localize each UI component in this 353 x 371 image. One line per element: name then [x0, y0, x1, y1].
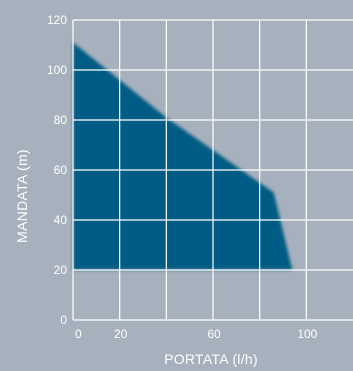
x-tick-label-0: 0: [75, 327, 82, 341]
y-tick-label-40: 40: [54, 213, 68, 227]
x-tick-label-100: 100: [297, 327, 317, 341]
y-tick-label-0: 0: [60, 313, 67, 327]
grid-layer: [72, 19, 353, 321]
y-tick-label-60: 60: [54, 163, 68, 177]
y-tick-label-100: 100: [47, 63, 67, 77]
y-tick-label-20: 20: [54, 263, 68, 277]
y-tick-label-120: 120: [47, 13, 67, 27]
x-tick-label-60: 60: [207, 327, 221, 341]
area-series-0: [73, 42, 293, 270]
y-tick-label-80: 80: [54, 113, 68, 127]
y-axis-label: MANDATA (m): [14, 149, 30, 243]
tick-layer: 0 20 40 60 80 100 120 0 20 60 100: [47, 13, 318, 341]
x-tick-label-20: 20: [114, 327, 128, 341]
area-layer: [73, 42, 293, 270]
x-axis-label: PORTATA (l/h): [164, 351, 258, 367]
